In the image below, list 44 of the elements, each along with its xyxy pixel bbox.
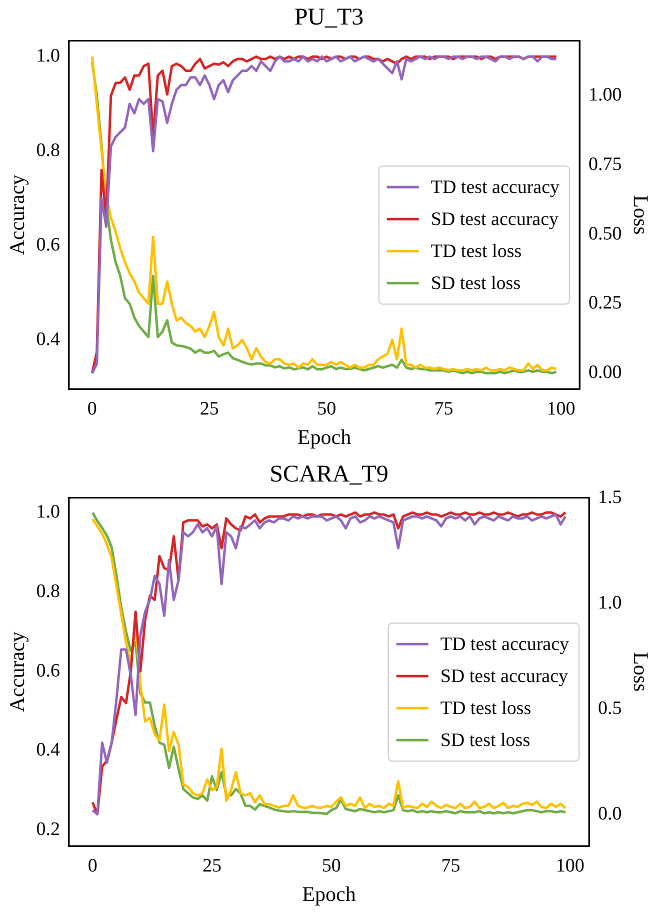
y-tick-label: 1.0 [36, 501, 60, 522]
chart-title: PU_T3 [294, 4, 364, 31]
legend-label: SD test loss [440, 730, 530, 752]
y2-tick-label: 0.50 [588, 223, 622, 244]
x-axis-title: Epoch [302, 882, 356, 906]
y2-axis-title: Loss [628, 195, 653, 235]
y2-axis-title: Loss [628, 652, 653, 692]
legend-label: TD test accuracy [440, 634, 570, 656]
chart-title: SCARA_T9 [270, 462, 388, 488]
x-tick-label: 25 [202, 855, 222, 876]
x-tick-label: 75 [441, 855, 460, 876]
legend-label: SD test accuracy [440, 666, 569, 688]
y-tick-label: 0.6 [36, 234, 60, 256]
x-tick-label: 75 [434, 398, 454, 420]
legend-label: SD test loss [430, 273, 521, 294]
x-tick-label: 0 [88, 855, 98, 876]
y2-tick-label: 1.5 [598, 486, 622, 508]
legend-label: TD test loss [440, 698, 532, 720]
y2-tick-label: 1.0 [598, 592, 622, 614]
y-tick-label: 0.4 [36, 329, 60, 350]
x-tick-label: 0 [87, 398, 97, 420]
y-axis-title: Accuracy [5, 631, 30, 712]
x-axis-title: Epoch [297, 424, 352, 449]
y2-tick-label: 1.00 [588, 84, 622, 106]
legend-label: TD test accuracy [430, 177, 560, 198]
y-tick-label: 0.6 [36, 660, 60, 682]
y2-tick-label: 0.5 [598, 698, 622, 719]
y-tick-label: 0.4 [36, 740, 60, 761]
y-tick-label: 0.8 [36, 140, 60, 162]
x-tick-label: 100 [546, 398, 576, 420]
x-tick-label: 50 [322, 855, 341, 876]
y2-tick-label: 0.00 [588, 362, 622, 384]
y-tick-label: 1.0 [36, 46, 60, 67]
y2-tick-label: 0.25 [588, 292, 622, 314]
legend-label: TD test loss [430, 241, 522, 262]
y2-tick-label: 0.0 [598, 803, 622, 824]
x-tick-label: 50 [317, 398, 336, 420]
y-axis-title: Accuracy [5, 174, 30, 256]
y2-tick-label: 0.75 [588, 154, 622, 175]
x-tick-label: 100 [556, 855, 584, 876]
x-tick-label: 25 [200, 398, 219, 420]
y-tick-label: 0.8 [36, 580, 60, 602]
y-tick-label: 0.2 [36, 819, 60, 840]
legend-label: SD test accuracy [430, 209, 560, 230]
